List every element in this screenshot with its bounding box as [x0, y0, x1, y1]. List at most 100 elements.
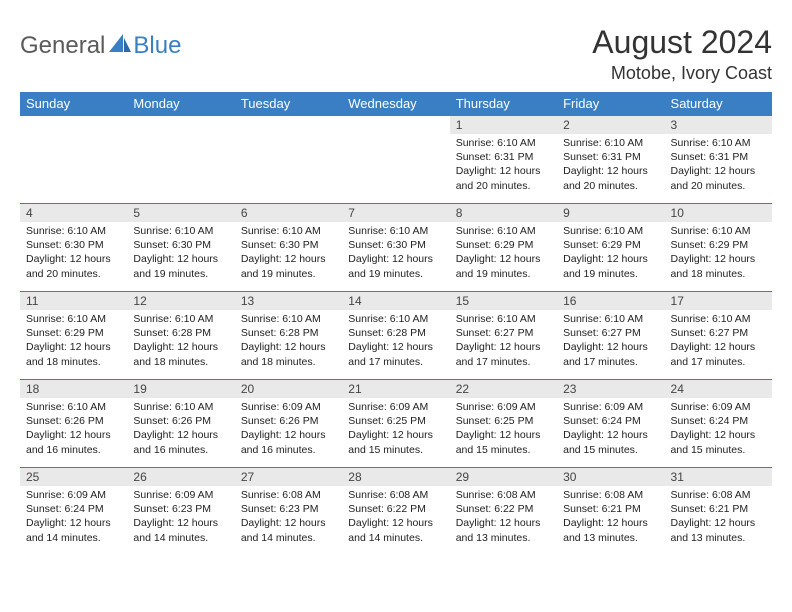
day-number: 15 [450, 292, 557, 310]
calendar-cell [235, 116, 342, 204]
day-body: Sunrise: 6:10 AMSunset: 6:30 PMDaylight:… [235, 222, 342, 285]
day-body: Sunrise: 6:10 AM Sunset: 6:31 PM Daylight:… [665, 134, 772, 197]
calendar-row: 25Sunrise: 6:09 AMSunset: 6:24 PMDayligh… [20, 468, 772, 556]
daylight-line: Daylight: 12 hours and 16 minutes. [26, 429, 111, 455]
calendar-cell: 31Sunrise: 6:08 AMSunset: 6:21 PMDayligh… [665, 468, 772, 556]
sunset-line: Sunset: 6:30 PM [241, 239, 319, 251]
sunset-line: Sunset: 6:29 PM [456, 239, 534, 251]
day-body: Sunrise: 6:09 AMSunset: 6:25 PMDaylight:… [450, 398, 557, 461]
day-header: Sunday [20, 92, 127, 116]
day-number: 27 [235, 468, 342, 486]
day-body: Sunrise: 6:08 AMSunset: 6:22 PMDaylight:… [342, 486, 449, 549]
day-header: Saturday [665, 92, 772, 116]
sunrise-line: Sunrise: 6:10 AM [133, 401, 213, 413]
day-body: Sunrise: 6:10 AMSunset: 6:31 PMDaylight:… [450, 134, 557, 197]
daylight-line: Daylight: 12 hours and 17 minutes. [348, 341, 433, 367]
sunrise-line: Sunrise: 6:10 AM [671, 137, 751, 149]
calendar-cell: 1Sunrise: 6:10 AMSunset: 6:31 PMDaylight… [450, 116, 557, 204]
month-title: August 2024 [592, 24, 772, 61]
sunrise-line: Sunrise: 6:09 AM [26, 489, 106, 501]
calendar-cell: 5Sunrise: 6:10 AMSunset: 6:30 PMDaylight… [127, 204, 234, 292]
calendar-row: 11Sunrise: 6:10 AMSunset: 6:29 PMDayligh… [20, 292, 772, 380]
sunset-line: Sunset: 6:29 PM [563, 239, 641, 251]
calendar-cell: 8Sunrise: 6:10 AMSunset: 6:29 PMDaylight… [450, 204, 557, 292]
day-body: Sunrise: 6:10 AM Sunset: 6:27 PM Daylight:… [450, 310, 557, 373]
sunset-line: Sunset: 6:30 PM [348, 239, 426, 251]
calendar-cell: 18Sunrise: 6:10 AMSunset: 6:26 PMDayligh… [20, 380, 127, 468]
day-number: 5 [127, 204, 234, 222]
sunrise-line: Sunrise: 6:10 AM [26, 401, 106, 413]
calendar-cell: 13Sunrise: 6:10 AMSunset: 6:28 PMDayligh… [235, 292, 342, 380]
sunset-line: Sunset: 6:27 PM [456, 327, 534, 339]
sunset-line: Sunset: 6:30 PM [26, 239, 104, 251]
day-body [127, 134, 234, 140]
sunrise-line: Sunrise: 6:10 AM [133, 313, 213, 325]
day-body [342, 134, 449, 140]
sunset-line: Sunset: 6:24 PM [26, 503, 104, 515]
daylight-line: Daylight: 12 hours and 16 minutes. [133, 429, 218, 455]
sunset-line: Sunset: 6:21 PM [671, 503, 749, 515]
daylight-line: Daylight: 12 hours and 20 minutes. [26, 253, 111, 279]
calendar-cell: 4Sunrise: 6:10 AMSunset: 6:30 PMDaylight… [20, 204, 127, 292]
day-body: Sunrise: 6:10 AMSunset: 6:30 PMDaylight:… [127, 222, 234, 285]
day-number: 19 [127, 380, 234, 398]
day-body [20, 134, 127, 140]
daylight-line: Daylight: 12 hours and 19 minutes. [563, 253, 648, 279]
day-header: Wednesday [342, 92, 449, 116]
daylight-line: Daylight: 12 hours and 13 minutes. [671, 517, 756, 543]
daylight-line: Daylight: 12 hours and 14 minutes. [26, 517, 111, 543]
day-number: 2 [557, 116, 664, 134]
daylight-line: Daylight: 12 hours and 17 minutes. [671, 341, 756, 367]
daylight-line: Daylight: 12 hours and 20 minutes. [671, 165, 756, 191]
day-number: 16 [557, 292, 664, 310]
daylight-line: Daylight: 12 hours and 20 minutes. [456, 165, 541, 191]
day-body: Sunrise: 6:09 AMSunset: 6:24 PMDaylight:… [665, 398, 772, 461]
daylight-line: Daylight: 12 hours and 19 minutes. [133, 253, 218, 279]
sunrise-line: Sunrise: 6:09 AM [456, 401, 536, 413]
calendar-cell: 3 Sunrise: 6:10 AM Sunset: 6:31 PM Daylight… [665, 116, 772, 204]
calendar-cell: 11Sunrise: 6:10 AMSunset: 6:29 PMDayligh… [20, 292, 127, 380]
day-body: Sunrise: 6:10 AMSunset: 6:29 PMDaylight:… [20, 310, 127, 373]
logo-sail-icon [109, 34, 131, 59]
day-number [235, 116, 342, 134]
day-number [342, 116, 449, 134]
day-number: 18 [20, 380, 127, 398]
day-number [20, 116, 127, 134]
day-body: Sunrise: 6:09 AMSunset: 6:26 PMDaylight:… [235, 398, 342, 461]
sunrise-line: Sunrise: 6:10 AM [348, 313, 428, 325]
day-number: 21 [342, 380, 449, 398]
daylight-line: Daylight: 12 hours and 18 minutes. [241, 341, 326, 367]
title-block: August 2024 Motobe, Ivory Coast [592, 24, 772, 84]
sunrise-line: Sunrise: 6:10 AM [456, 313, 536, 325]
daylight-line: Daylight: 12 hours and 18 minutes. [671, 253, 756, 279]
sunrise-line: Sunrise: 6:10 AM [563, 137, 643, 149]
sunrise-line: Sunrise: 6:10 AM [456, 225, 536, 237]
day-number: 3 [665, 116, 772, 134]
calendar-cell [342, 116, 449, 204]
daylight-line: Daylight: 12 hours and 14 minutes. [348, 517, 433, 543]
sunrise-line: Sunrise: 6:10 AM [563, 225, 643, 237]
day-header: Friday [557, 92, 664, 116]
calendar-cell: 21Sunrise: 6:09 AMSunset: 6:25 PMDayligh… [342, 380, 449, 468]
calendar-cell: 28Sunrise: 6:08 AMSunset: 6:22 PMDayligh… [342, 468, 449, 556]
calendar-cell: 24Sunrise: 6:09 AMSunset: 6:24 PMDayligh… [665, 380, 772, 468]
day-number: 10 [665, 204, 772, 222]
sunrise-line: Sunrise: 6:10 AM [26, 313, 106, 325]
day-header: Thursday [450, 92, 557, 116]
sunset-line: Sunset: 6:26 PM [241, 415, 319, 427]
day-number: 14 [342, 292, 449, 310]
day-body: Sunrise: 6:10 AMSunset: 6:29 PMDaylight:… [450, 222, 557, 285]
sunset-line: Sunset: 6:31 PM [671, 151, 749, 163]
calendar-cell: 20Sunrise: 6:09 AMSunset: 6:26 PMDayligh… [235, 380, 342, 468]
day-number: 26 [127, 468, 234, 486]
sunset-line: Sunset: 6:22 PM [456, 503, 534, 515]
calendar-cell: 19Sunrise: 6:10 AMSunset: 6:26 PMDayligh… [127, 380, 234, 468]
day-body: Sunrise: 6:08 AMSunset: 6:21 PMDaylight:… [665, 486, 772, 549]
sunset-line: Sunset: 6:21 PM [563, 503, 641, 515]
daylight-line: Daylight: 12 hours and 17 minutes. [456, 341, 541, 367]
day-number: 22 [450, 380, 557, 398]
sunrise-line: Sunrise: 6:09 AM [563, 401, 643, 413]
location: Motobe, Ivory Coast [592, 63, 772, 84]
day-body: Sunrise: 6:08 AMSunset: 6:22 PMDaylight:… [450, 486, 557, 549]
sunset-line: Sunset: 6:30 PM [133, 239, 211, 251]
